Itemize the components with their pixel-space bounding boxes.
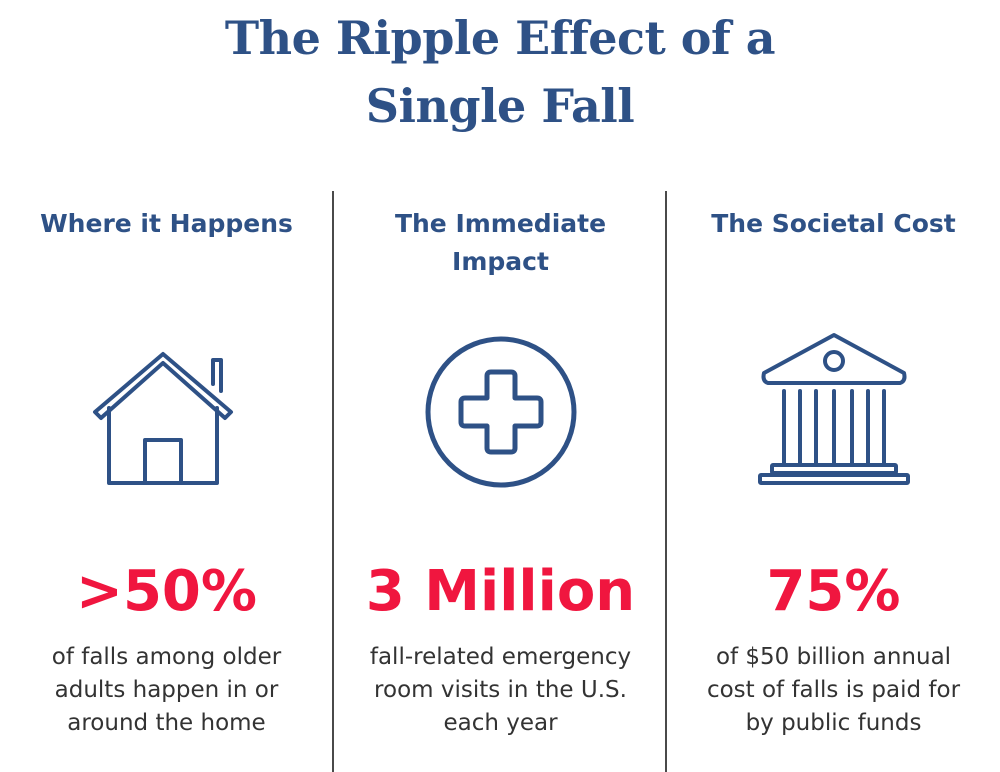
- description-line: around the home: [67, 710, 266, 736]
- column-heading: The Immediate Impact: [334, 205, 667, 281]
- stat-value: 75%: [766, 559, 901, 624]
- description-line: of falls among older: [51, 644, 282, 670]
- stat-value: 3 Million: [365, 559, 636, 624]
- column-heading: The Societal Cost: [667, 205, 1000, 243]
- stat-description: of $50 billion annual cost of falls is p…: [667, 641, 1000, 740]
- column-immediate-impact: The Immediate Impact 3 Million fall-rela…: [334, 205, 667, 772]
- title-line-2: Single Fall: [365, 79, 635, 133]
- column-heading: Where it Happens: [0, 205, 333, 243]
- column-heading-line: The Immediate: [394, 209, 607, 238]
- description-line: each year: [443, 710, 558, 736]
- medical-cross-icon: [425, 336, 576, 488]
- stat-description: of falls among older adults happen in or…: [0, 641, 333, 740]
- description-line: fall-related emergency: [369, 644, 632, 670]
- stat-value: >50%: [76, 559, 257, 624]
- column-divider-right: [665, 191, 667, 772]
- title-line-1: The Ripple Effect of a: [224, 11, 776, 65]
- column-societal-cost: The Societal Cost 75% of $50 billion ann…: [667, 205, 1000, 772]
- description-line: adults happen in or: [54, 677, 279, 703]
- column-heading-line: Impact: [452, 247, 549, 276]
- description-line: cost of falls is paid for: [706, 677, 961, 703]
- government-building-icon: [757, 333, 910, 485]
- stat-description: fall-related emergency room visits in th…: [334, 641, 667, 740]
- column-heading-line: Where it Happens: [40, 209, 293, 238]
- column-divider-left: [332, 191, 334, 772]
- column-where-it-happens: Where it Happens >50% of falls among old…: [0, 205, 333, 772]
- column-heading-line: The Societal Cost: [711, 209, 956, 238]
- description-line: by public funds: [745, 710, 922, 736]
- description-line: room visits in the U.S.: [374, 677, 627, 703]
- page-title: The Ripple Effect of a Single Fall: [0, 0, 1000, 140]
- description-line: of $50 billion annual: [715, 644, 952, 670]
- house-icon: [92, 352, 233, 485]
